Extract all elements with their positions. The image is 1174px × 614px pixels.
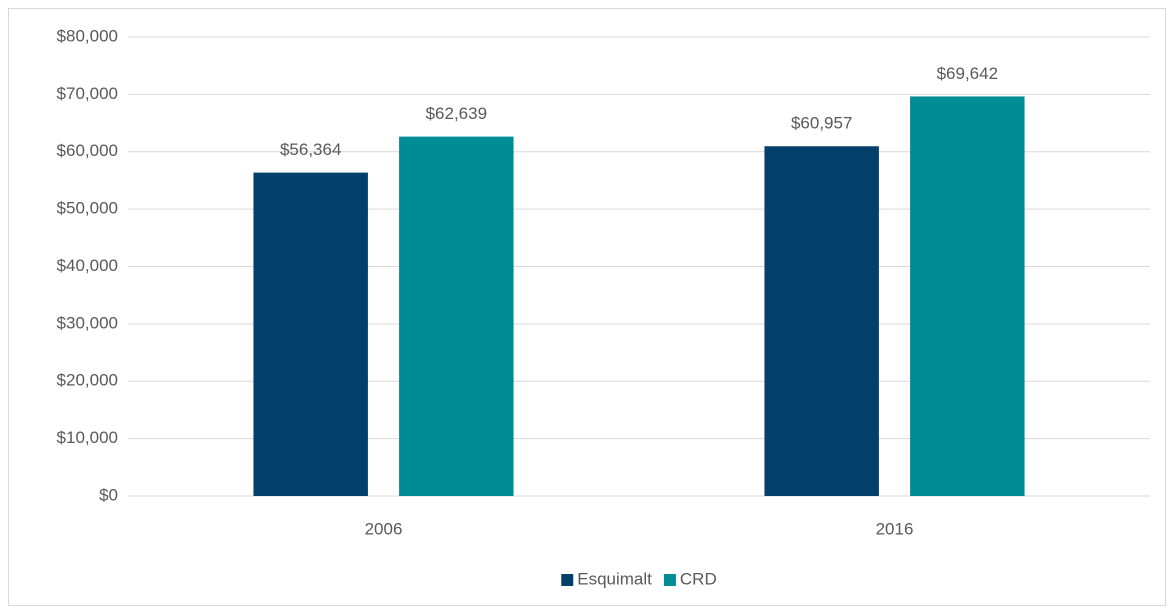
y-tick-label: $0 (99, 485, 118, 504)
bar (399, 136, 514, 496)
legend-label: CRD (680, 569, 717, 588)
data-label: $62,639 (426, 104, 487, 123)
x-tick-label: 2016 (876, 519, 914, 538)
bar (764, 146, 879, 496)
y-tick-label: $60,000 (57, 141, 118, 160)
legend-label: Esquimalt (577, 569, 652, 588)
y-tick-label: $40,000 (57, 256, 118, 275)
y-tick-label: $50,000 (57, 199, 118, 218)
data-label: $56,364 (280, 140, 341, 159)
data-label: $69,642 (937, 64, 998, 83)
bar (253, 172, 368, 496)
y-tick-label: $80,000 (57, 26, 118, 45)
y-tick-label: $20,000 (57, 371, 118, 390)
y-tick-label: $10,000 (57, 428, 118, 447)
x-tick-label: 2006 (365, 519, 403, 538)
y-tick-label: $70,000 (57, 84, 118, 103)
bar (910, 96, 1025, 497)
legend-swatch (663, 574, 676, 586)
data-label: $60,957 (791, 114, 852, 133)
y-tick-label: $30,000 (57, 313, 118, 332)
legend-swatch (561, 574, 574, 586)
